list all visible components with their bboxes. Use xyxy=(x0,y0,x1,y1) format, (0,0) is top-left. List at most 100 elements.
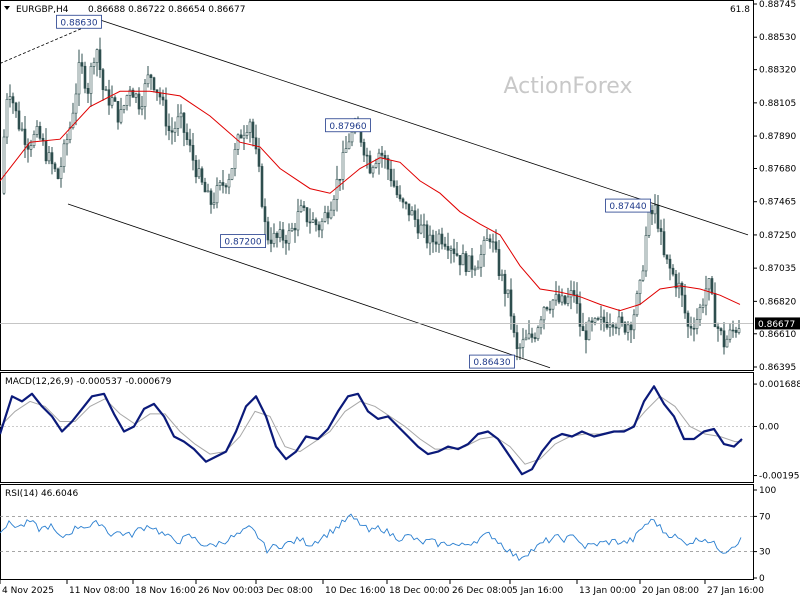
candle xyxy=(179,104,183,129)
candle xyxy=(95,48,99,77)
candle-body xyxy=(728,329,732,340)
moving-average-line xyxy=(0,90,741,312)
candle xyxy=(266,216,270,245)
candle-body xyxy=(416,219,420,234)
candle-body xyxy=(476,266,480,270)
candle xyxy=(497,240,501,280)
x-tick-label: 26 Nov 00:00 xyxy=(198,586,259,596)
candle-body xyxy=(599,316,603,320)
candle-body xyxy=(272,232,276,244)
candle-body xyxy=(89,66,93,94)
candle-body xyxy=(149,74,153,78)
candle xyxy=(197,159,201,179)
candle xyxy=(434,230,438,253)
candle xyxy=(536,325,540,341)
candle-body xyxy=(641,270,645,281)
candle-body xyxy=(725,338,729,348)
candle xyxy=(125,94,129,111)
candle xyxy=(380,145,384,168)
candle-body xyxy=(314,219,318,226)
candle-body xyxy=(131,89,135,98)
candle-body xyxy=(305,207,309,223)
candle xyxy=(590,317,594,332)
rsi-tick-label: 30 xyxy=(759,548,771,558)
candle-body xyxy=(11,96,15,104)
candle xyxy=(629,321,633,343)
candle-body xyxy=(362,142,366,156)
macd-tick-label: -0.001953 xyxy=(759,472,800,482)
candle-body xyxy=(581,326,585,332)
candle xyxy=(50,146,54,175)
candle-body xyxy=(8,96,12,100)
candle xyxy=(593,317,597,326)
candle xyxy=(287,223,291,251)
candle xyxy=(272,223,276,248)
collapse-arrow-icon[interactable] xyxy=(4,6,10,10)
candle-body xyxy=(95,49,99,63)
candle xyxy=(5,93,9,145)
candle xyxy=(635,290,639,317)
candle xyxy=(449,245,453,264)
candle-body xyxy=(428,234,432,244)
candle xyxy=(221,170,225,194)
candle xyxy=(38,121,42,141)
candle-body xyxy=(134,93,138,98)
candle-body xyxy=(653,204,657,215)
candle-body xyxy=(659,228,663,232)
candle-body xyxy=(83,65,87,89)
candle xyxy=(722,322,726,355)
candle-body xyxy=(152,77,156,91)
candle-body xyxy=(299,205,303,212)
price-annotation: 0.87960 xyxy=(325,118,371,133)
price-layer: 0.88630 0.87960 0.87200 0.87440 0.86430 xyxy=(0,14,753,369)
candle-body xyxy=(722,330,726,348)
candle-body xyxy=(245,132,249,136)
candle-body xyxy=(374,163,378,168)
candle-body xyxy=(230,168,234,180)
candle xyxy=(275,231,279,248)
candle xyxy=(599,305,603,331)
candle xyxy=(206,183,210,193)
candle-body xyxy=(14,102,18,112)
candle-body xyxy=(197,168,201,178)
candle xyxy=(521,328,525,358)
candle xyxy=(284,234,288,255)
candle-body xyxy=(518,347,522,350)
candle xyxy=(533,332,537,343)
x-tick-label: 18 Dec 00:00 xyxy=(389,586,450,596)
candle xyxy=(515,324,519,361)
candle-body xyxy=(359,130,363,143)
x-tick-label: 3 Dec 08:00 xyxy=(258,586,313,596)
candle xyxy=(80,53,84,74)
candle-body xyxy=(227,179,231,188)
candle-body xyxy=(593,318,597,323)
annotation-label: 0.87440 xyxy=(609,202,646,212)
candle-body xyxy=(290,227,294,232)
candle xyxy=(653,194,657,224)
candle-body xyxy=(302,205,306,208)
candle-body xyxy=(191,145,195,161)
candle-body xyxy=(437,233,441,245)
candle-body xyxy=(221,182,225,186)
candle-body xyxy=(650,210,654,215)
candle xyxy=(692,317,696,342)
candle-body xyxy=(368,155,372,174)
rsi-title: RSI(14) 46.6046 xyxy=(5,489,78,499)
candle xyxy=(455,241,459,257)
candle xyxy=(668,254,672,281)
candle xyxy=(413,204,417,228)
price-annotation: 0.88630 xyxy=(56,14,102,29)
rsi-panel-frame xyxy=(0,484,754,580)
candle xyxy=(470,247,474,278)
candle xyxy=(29,139,33,157)
candle-body xyxy=(590,320,594,323)
candle xyxy=(122,104,126,114)
candle-body xyxy=(278,229,282,238)
candle-body xyxy=(71,112,75,129)
candle xyxy=(674,270,678,297)
candle-body xyxy=(35,125,39,135)
candle xyxy=(344,135,348,153)
candle-body xyxy=(671,267,675,275)
candle xyxy=(563,294,567,306)
candle-body xyxy=(704,288,708,306)
